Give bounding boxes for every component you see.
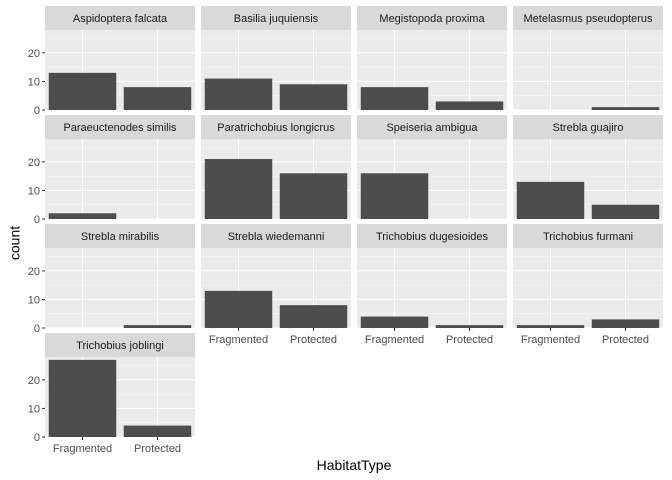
y-axis-title: count (7, 226, 23, 260)
facet-strip (45, 333, 195, 357)
panel-background (45, 139, 195, 219)
facet-strip-label: Speiseria ambigua (386, 122, 478, 134)
bar-fragmented (48, 359, 117, 437)
bar-fragmented (516, 181, 585, 219)
facet-strip (513, 6, 663, 30)
facet-panel: Paraeuctenodes similis 0 10 20 (28, 115, 195, 226)
facet-strip-label: Megistopoda proxima (379, 13, 485, 25)
bar-protected (591, 319, 660, 328)
facet-strip-label: Aspidoptera falcata (73, 13, 168, 25)
x-tick-label: Protected (446, 334, 493, 346)
facet-panel: Strebla mirabilis 0 10 20 (28, 224, 195, 335)
bar-protected (123, 87, 192, 110)
y-tick-label: 20 (28, 157, 40, 169)
bar-fragmented (204, 290, 273, 328)
facet-strip-label: Trichobius dugesioides (376, 231, 489, 243)
y-tick-label: 10 (28, 403, 40, 415)
facet-strip-label: Strebla guajiro (553, 122, 624, 134)
bar-protected (279, 173, 348, 219)
bar-fragmented (204, 159, 273, 219)
bar-protected (279, 84, 348, 110)
bar-protected (591, 107, 660, 110)
facet-strip (45, 224, 195, 248)
facet-strip-label: Strebla wiedemanni (228, 231, 325, 243)
facet-strip (201, 224, 351, 248)
y-tick-label: 0 (34, 323, 40, 335)
facet-strip (201, 115, 351, 139)
facet-panel: Aspidoptera falcata 0 10 20 (28, 6, 195, 117)
bar-fragmented (48, 72, 117, 110)
facet-panel: Trichobius furmani Fragmented Protected (513, 224, 663, 346)
y-tick-label: 20 (28, 48, 40, 60)
facet-strip (357, 115, 507, 139)
x-tick-label: Fragmented (53, 443, 112, 455)
bar-protected (591, 204, 660, 219)
y-tick-label: 10 (28, 185, 40, 197)
x-tick-label: Fragmented (209, 334, 268, 346)
y-tick-label: 10 (28, 76, 40, 88)
facet-panel: Basilia juquiensis (201, 6, 351, 111)
bar-protected (279, 305, 348, 328)
panel-background (357, 248, 507, 328)
y-tick-label: 10 (28, 294, 40, 306)
bar-fragmented (48, 213, 117, 219)
x-tick-label: Protected (134, 443, 181, 455)
bar-protected (123, 425, 192, 437)
bar-fragmented (516, 325, 585, 328)
x-tick-label: Fragmented (521, 334, 580, 346)
facet-panel: Trichobius joblingi 0 10 20 Fragmented Protec… (28, 333, 195, 455)
bar-protected (123, 325, 192, 328)
y-tick-label: 0 (34, 105, 40, 117)
facet-strip (513, 224, 663, 248)
facet-strip-label: Basilia juquiensis (234, 13, 319, 25)
facet-strip (513, 115, 663, 139)
bar-fragmented (204, 78, 273, 110)
facet-panel: Strebla guajiro (513, 115, 663, 220)
facet-strip (45, 115, 195, 139)
facet-strip-label: Paratrichobius longicrus (217, 122, 335, 134)
bar-fragmented (360, 316, 429, 328)
y-tick-label: 0 (34, 432, 40, 444)
facet-strip (357, 224, 507, 248)
facet-panel: Metelasmus pseudopterus (513, 6, 663, 111)
facet-strip (357, 6, 507, 30)
facet-strip-label: Strebla mirabilis (81, 231, 160, 243)
facet-strip-label: Trichobius joblingi (76, 340, 164, 352)
facet-panel: Trichobius dugesioides Fragmented Protecte… (357, 224, 507, 346)
facet-strip-label: Metelasmus pseudopterus (523, 13, 653, 25)
facet-panel: Speiseria ambigua (357, 115, 507, 220)
facet-strip (201, 6, 351, 30)
bar-fragmented (360, 87, 429, 110)
y-tick-label: 0 (34, 214, 40, 226)
facet-panel: Strebla wiedemanni Fragmented Protected (201, 224, 351, 346)
facet-strip-label: Trichobius furmani (543, 231, 633, 243)
facet-panel: Paratrichobius longicrus (201, 115, 351, 220)
bar-fragmented (360, 173, 429, 219)
facet-strip-label: Paraeuctenodes similis (63, 122, 177, 134)
panel-background (513, 30, 663, 110)
x-tick-label: Fragmented (365, 334, 424, 346)
panel-background (45, 248, 195, 328)
facet-strip (45, 6, 195, 30)
facet-panel: Megistopoda proxima (357, 6, 507, 111)
panel-background (513, 248, 663, 328)
y-tick-label: 20 (28, 375, 40, 387)
bar-protected (435, 325, 504, 328)
y-tick-label: 20 (28, 266, 40, 278)
x-tick-label: Protected (290, 334, 337, 346)
x-tick-label: Protected (602, 334, 649, 346)
bar-protected (435, 101, 504, 110)
x-axis-title: HabitatType (317, 457, 392, 473)
